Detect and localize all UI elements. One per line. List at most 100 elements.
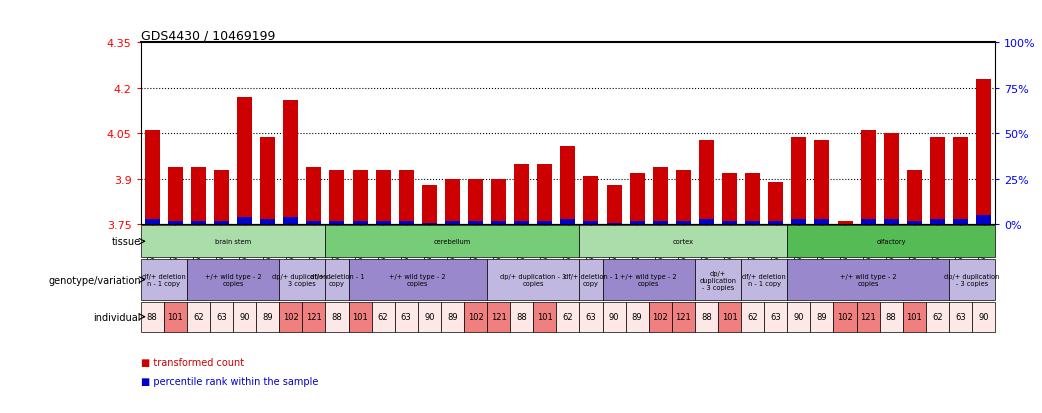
Bar (561, 146, 575, 225)
Text: +/+ wild type - 2
copies: +/+ wild type - 2 copies (620, 273, 677, 286)
Bar (214, 171, 229, 225)
Text: dp/+ duplication -
3 copies: dp/+ duplication - 3 copies (272, 273, 332, 286)
Text: 88: 88 (701, 313, 712, 321)
Text: 90: 90 (424, 313, 435, 321)
Bar (141, 225, 325, 258)
Bar (514, 221, 529, 225)
Bar (722, 221, 737, 225)
Bar (376, 221, 391, 225)
Bar (629, 221, 645, 225)
Text: 62: 62 (747, 313, 758, 321)
Bar (487, 259, 579, 301)
Bar (579, 259, 602, 301)
Text: dp/+
duplication
- 3 copies: dp/+ duplication - 3 copies (699, 270, 737, 290)
Bar (214, 221, 229, 225)
Bar (606, 185, 622, 225)
Bar (929, 137, 945, 225)
Text: brain stem: brain stem (215, 239, 251, 244)
Text: 88: 88 (331, 313, 343, 321)
Bar (348, 259, 487, 301)
Text: 90: 90 (978, 313, 989, 321)
Bar (464, 302, 487, 332)
Bar (260, 137, 275, 225)
Bar (325, 302, 348, 332)
Text: df/+ deletion
n - 1 copy: df/+ deletion n - 1 copy (742, 273, 786, 286)
Text: 63: 63 (770, 313, 782, 321)
Bar (902, 302, 926, 332)
Bar (511, 302, 534, 332)
Bar (699, 219, 714, 225)
Bar (699, 140, 714, 225)
Bar (791, 137, 807, 225)
Bar (884, 134, 898, 225)
Text: tissue: tissue (111, 237, 141, 247)
Text: 89: 89 (447, 313, 457, 321)
Bar (884, 219, 898, 225)
Bar (141, 302, 164, 332)
Bar (168, 221, 182, 225)
Text: olfactory: olfactory (876, 239, 905, 244)
Bar (487, 302, 511, 332)
Bar (791, 219, 807, 225)
Bar (514, 164, 529, 225)
Text: 121: 121 (306, 313, 322, 321)
Bar (625, 302, 649, 332)
Text: 63: 63 (586, 313, 596, 321)
Bar (953, 137, 968, 225)
Text: 90: 90 (609, 313, 619, 321)
Bar (538, 164, 552, 225)
Text: 102: 102 (837, 313, 853, 321)
Text: individual: individual (93, 312, 141, 322)
Bar (329, 171, 345, 225)
Bar (722, 173, 737, 225)
Bar (676, 171, 691, 225)
Bar (306, 167, 321, 225)
Text: 62: 62 (378, 313, 389, 321)
Text: 121: 121 (675, 313, 691, 321)
Bar (584, 176, 598, 225)
Bar (306, 221, 321, 225)
Bar (652, 221, 668, 225)
Bar (834, 302, 857, 332)
Bar (352, 171, 368, 225)
Bar (672, 302, 695, 332)
Bar (491, 180, 506, 225)
Text: df/+ deletion
n - 1 copy: df/+ deletion n - 1 copy (142, 273, 185, 286)
Bar (395, 302, 418, 332)
Bar (745, 173, 761, 225)
Text: 63: 63 (216, 313, 227, 321)
Bar (811, 302, 834, 332)
Text: 101: 101 (907, 313, 922, 321)
Bar (606, 223, 622, 225)
Text: 101: 101 (537, 313, 552, 321)
Bar (838, 222, 852, 225)
Bar (209, 302, 233, 332)
Text: 63: 63 (956, 313, 966, 321)
Text: 88: 88 (517, 313, 527, 321)
Bar (468, 221, 483, 225)
Bar (491, 221, 506, 225)
Bar (302, 302, 325, 332)
Bar (976, 216, 991, 225)
Text: 88: 88 (147, 313, 157, 321)
Bar (352, 221, 368, 225)
Bar (879, 302, 902, 332)
Bar (907, 171, 922, 225)
Bar (926, 302, 949, 332)
Text: 62: 62 (193, 313, 204, 321)
Bar (145, 131, 159, 225)
Bar (422, 223, 437, 225)
Bar (441, 302, 464, 332)
Text: 89: 89 (631, 313, 643, 321)
Bar (187, 302, 209, 332)
Bar (584, 221, 598, 225)
Bar (238, 218, 252, 225)
Bar (279, 302, 302, 332)
Bar (445, 180, 460, 225)
Bar (256, 302, 279, 332)
Bar (422, 185, 437, 225)
Text: +/+ wild type - 2
copies: +/+ wild type - 2 copies (204, 273, 262, 286)
Bar (579, 302, 602, 332)
Bar (191, 167, 206, 225)
Bar (815, 219, 829, 225)
